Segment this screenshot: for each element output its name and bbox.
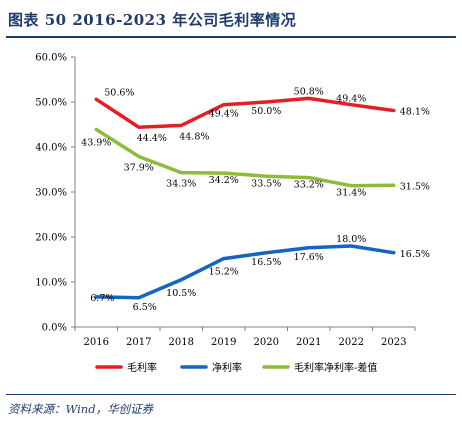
data-label-margin-difference: 33.5% xyxy=(251,178,281,189)
data-label-gross-margin: 44.4% xyxy=(137,133,167,144)
chart-axes: 0.0% 10.0% 20.0% 30.0% 40.0% 50.0% 60.0% 2016 20… xyxy=(35,53,416,348)
x-tick-label: 2018 xyxy=(169,337,194,348)
data-label-net-margin: 16.5% xyxy=(400,249,430,260)
legend-label-gross-margin: 毛利率 xyxy=(127,361,157,374)
data-label-margin-difference: 34.3% xyxy=(166,179,196,190)
x-tick-label: 2022 xyxy=(339,337,364,348)
data-label-gross-margin: 44.8% xyxy=(179,131,209,142)
data-label-net-margin: 6.7% xyxy=(90,293,114,304)
legend-label-margin-difference: 毛利率净利率-差值 xyxy=(294,361,377,374)
data-label-margin-difference: 31.5% xyxy=(400,181,430,192)
page-title: 图表 50 2016-2023 年公司毛利率情况 xyxy=(8,11,297,29)
chart-series-lines xyxy=(94,96,396,300)
x-tick-label: 2017 xyxy=(126,337,151,348)
data-label-margin-difference: 31.4% xyxy=(336,188,366,199)
series-line-gross-margin xyxy=(94,96,396,129)
source-note: 资料来源：Wind，华创证券 xyxy=(8,402,154,416)
data-label-margin-difference: 37.9% xyxy=(124,162,154,173)
data-label-gross-margin: 48.1% xyxy=(400,107,430,118)
data-label-net-margin: 18.0% xyxy=(336,234,366,245)
data-label-net-margin: 16.5% xyxy=(251,257,281,268)
x-tick-label: 2023 xyxy=(381,337,406,348)
title-bar: 图表 50 2016-2023 年公司毛利率情况 xyxy=(0,0,462,38)
y-tick-label: 10.0% xyxy=(35,278,67,289)
data-label-net-margin: 15.2% xyxy=(209,267,239,278)
y-tick-label: 60.0% xyxy=(35,53,67,64)
data-label-gross-margin: 49.4% xyxy=(336,94,366,105)
data-label-gross-margin: 49.4% xyxy=(209,109,239,120)
data-label-net-margin: 10.5% xyxy=(166,288,196,299)
footer-divider xyxy=(6,394,456,395)
data-label-margin-difference: 33.2% xyxy=(294,180,324,191)
series-line-net-margin xyxy=(94,244,396,300)
y-tick-label: 30.0% xyxy=(35,188,67,199)
x-tick-label: 2021 xyxy=(296,337,321,348)
y-tick-label: 40.0% xyxy=(35,143,67,154)
chart-legend: 毛利率 净利率 毛利率净利率-差值 xyxy=(95,361,377,374)
data-label-net-margin: 17.6% xyxy=(294,252,324,263)
y-tick-label: 20.0% xyxy=(35,233,67,244)
chart-data-labels: 50.6%44.4% 44.8%49.4% 50.0%50.8%49.4%48.1%… xyxy=(81,86,430,312)
series-line-margin-difference xyxy=(94,127,396,188)
title-divider xyxy=(6,36,456,38)
data-label-gross-margin: 50.6% xyxy=(104,87,134,98)
line-chart: 0.0% 10.0% 20.0% 30.0% 40.0% 50.0% 60.0% 2016 20… xyxy=(35,53,430,375)
y-tick-label: 50.0% xyxy=(35,98,67,109)
legend-label-net-margin: 净利率 xyxy=(212,361,242,374)
data-label-net-margin: 6.5% xyxy=(133,302,157,313)
y-tick-label: 0.0% xyxy=(42,323,67,334)
data-label-gross-margin: 50.0% xyxy=(251,106,281,117)
data-label-gross-margin: 50.8% xyxy=(294,86,324,97)
x-tick-label: 2020 xyxy=(254,337,279,348)
data-label-margin-difference: 43.9% xyxy=(81,137,111,148)
x-tick-label: 2016 xyxy=(84,337,109,348)
data-label-margin-difference: 34.2% xyxy=(209,175,239,186)
x-tick-label: 2019 xyxy=(211,337,236,348)
